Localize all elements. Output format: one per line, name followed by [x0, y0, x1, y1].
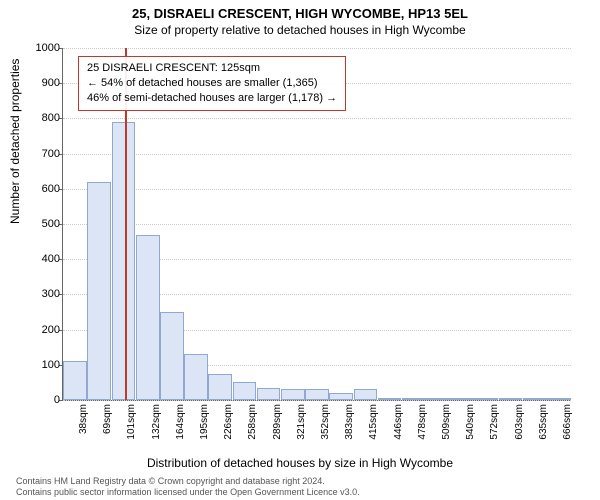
x-tick-label: 38sqm: [78, 404, 89, 454]
annot-line: 25 DISRAELI CRESCENT: 125sqm: [87, 61, 337, 76]
grid-line: [63, 154, 571, 155]
x-tick-label: 132sqm: [151, 404, 162, 454]
x-tick-label: 603sqm: [514, 404, 525, 454]
histogram-bar: [426, 398, 450, 400]
y-tick-label: 500: [20, 218, 60, 230]
histogram-bar: [354, 389, 378, 400]
annot-line: 46% of semi-detached houses are larger (…: [87, 91, 337, 106]
x-axis-label: Distribution of detached houses by size …: [0, 456, 600, 470]
x-tick-label: 321sqm: [296, 404, 307, 454]
x-tick-label: 164sqm: [175, 404, 186, 454]
histogram-bar: [136, 235, 160, 400]
histogram-bar: [499, 398, 523, 400]
histogram-bar: [87, 182, 111, 400]
y-tick-label: 400: [20, 253, 60, 265]
grid-line: [63, 400, 571, 401]
histogram-bar: [450, 398, 474, 400]
x-tick-label: 352sqm: [320, 404, 331, 454]
x-tick-label: 226sqm: [223, 404, 234, 454]
grid-line: [63, 224, 571, 225]
y-tick-label: 200: [20, 324, 60, 336]
x-tick-label: 195sqm: [199, 404, 210, 454]
histogram-bar: [184, 354, 208, 400]
y-tick-label: 800: [20, 112, 60, 124]
histogram-bar: [63, 361, 87, 400]
x-tick-label: 258sqm: [247, 404, 258, 454]
grid-line: [63, 48, 571, 49]
histogram-bar: [329, 393, 353, 400]
histogram-bar: [402, 398, 426, 400]
y-tick-label: 1000: [20, 42, 60, 54]
x-tick-label: 478sqm: [417, 404, 428, 454]
histogram-bar: [474, 398, 498, 400]
y-tick-label: 600: [20, 183, 60, 195]
histogram-bar: [305, 389, 329, 400]
grid-line: [63, 118, 571, 119]
x-tick-label: 446sqm: [393, 404, 404, 454]
histogram-bar: [281, 389, 305, 400]
footer-line: Contains HM Land Registry data © Crown c…: [16, 476, 360, 487]
histogram-bar: [160, 312, 184, 400]
x-tick-label: 101sqm: [126, 404, 137, 454]
y-tick-label: 100: [20, 359, 60, 371]
x-tick-label: 509sqm: [441, 404, 452, 454]
footer-line: Contains public sector information licen…: [16, 487, 360, 498]
x-tick-label: 383sqm: [344, 404, 355, 454]
x-tick-label: 635sqm: [538, 404, 549, 454]
histogram-bar: [378, 398, 402, 400]
histogram-bar: [233, 382, 257, 400]
histogram-bar: [208, 374, 232, 400]
histogram-bar: [547, 398, 571, 400]
grid-line: [63, 189, 571, 190]
footer-attribution: Contains HM Land Registry data © Crown c…: [16, 476, 360, 498]
y-tick-label: 900: [20, 77, 60, 89]
histogram-bar: [257, 388, 281, 400]
y-tick-label: 300: [20, 288, 60, 300]
histogram-bar: [112, 122, 136, 400]
x-tick-label: 666sqm: [562, 404, 573, 454]
x-tick-label: 69sqm: [102, 404, 113, 454]
histogram-bar: [523, 398, 547, 400]
y-tick-label: 700: [20, 148, 60, 160]
x-tick-label: 572sqm: [489, 404, 500, 454]
y-tick-label: 0: [20, 394, 60, 406]
page-title: 25, DISRAELI CRESCENT, HIGH WYCOMBE, HP1…: [0, 0, 600, 21]
marker-annotation: 25 DISRAELI CRESCENT: 125sqm ← 54% of de…: [78, 56, 346, 111]
x-tick-label: 540sqm: [465, 404, 476, 454]
annot-line: ← 54% of detached houses are smaller (1,…: [87, 76, 337, 91]
x-tick-label: 415sqm: [368, 404, 379, 454]
page-subtitle: Size of property relative to detached ho…: [0, 21, 600, 37]
x-tick-label: 289sqm: [272, 404, 283, 454]
